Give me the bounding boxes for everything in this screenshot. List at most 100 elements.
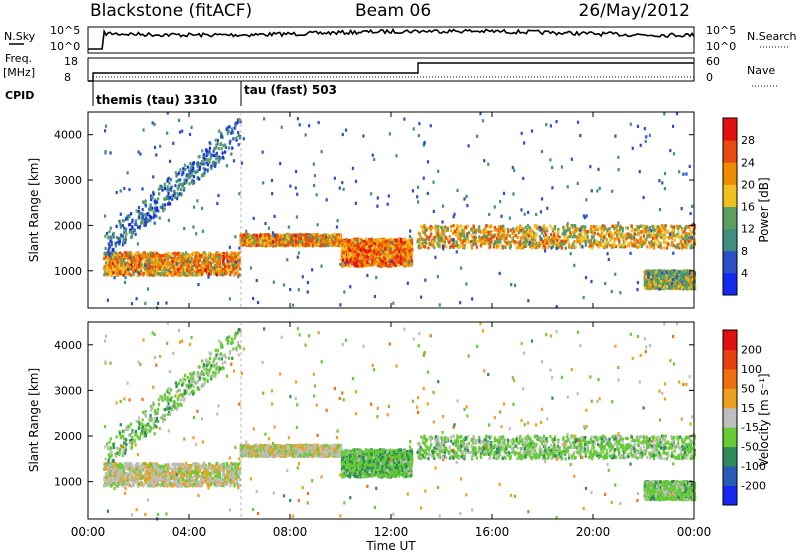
power-cell — [372, 249, 375, 253]
power-cell — [621, 229, 624, 233]
power-cell — [396, 246, 399, 250]
power-cell — [204, 259, 207, 263]
power-cell — [533, 224, 536, 228]
power-cell — [683, 240, 686, 244]
power-cell — [564, 229, 568, 233]
power-cell — [354, 262, 358, 266]
power-cell — [391, 238, 394, 242]
power-cell — [150, 267, 153, 271]
power-cell — [381, 262, 384, 266]
power-cell — [158, 272, 161, 276]
power-cell — [229, 252, 232, 257]
power-cell — [103, 251, 106, 255]
power-cell — [693, 225, 696, 230]
power-cell — [347, 251, 350, 255]
power-cell — [248, 235, 251, 240]
power-cell — [196, 265, 199, 269]
power-cell — [681, 237, 684, 241]
power-cell — [461, 241, 464, 246]
power-cell — [277, 243, 280, 247]
power-cell — [279, 238, 282, 242]
power-cell — [106, 268, 110, 272]
power-cell — [161, 271, 164, 275]
power-cell — [119, 271, 122, 276]
power-cell — [399, 237, 403, 241]
power-cell — [162, 273, 166, 277]
power-cell — [530, 246, 533, 250]
power-cell — [313, 232, 316, 237]
power-cell — [361, 249, 365, 254]
power-cell — [320, 236, 323, 240]
power-cell — [598, 240, 601, 245]
power-cell — [399, 258, 402, 263]
power-cell — [136, 252, 140, 256]
power-cell — [284, 240, 288, 244]
power-cell — [219, 270, 222, 274]
power-cell — [324, 240, 327, 244]
power-cell — [378, 240, 381, 244]
power-cell — [222, 257, 225, 261]
power-cell — [274, 235, 277, 240]
power-cell — [211, 268, 214, 272]
power-cell — [212, 259, 215, 263]
power-cell — [157, 263, 161, 267]
power-cell — [154, 261, 157, 265]
power-cell — [624, 239, 627, 243]
power-cell — [634, 242, 637, 246]
power-cell — [407, 251, 411, 256]
power-cell — [197, 257, 201, 261]
power-cell — [156, 268, 159, 272]
power-cell — [136, 270, 139, 274]
power-cell — [440, 232, 443, 236]
power-cell — [238, 273, 241, 277]
power-cell — [136, 259, 140, 263]
power-cell — [256, 243, 259, 248]
power-cell — [429, 235, 432, 239]
power-cell — [362, 248, 366, 252]
power-cell — [204, 268, 207, 273]
power-cell — [133, 270, 136, 274]
power-cell — [170, 256, 173, 260]
power-cell — [466, 224, 469, 228]
power-cell — [377, 247, 380, 252]
power-cell — [659, 230, 662, 234]
power-cell — [369, 248, 372, 252]
power-cell — [655, 235, 658, 240]
power-cell — [248, 243, 252, 247]
power-cell — [180, 256, 183, 260]
power-cell — [234, 255, 237, 259]
power-cell — [378, 257, 381, 261]
power-cell — [402, 253, 405, 257]
power-cell — [215, 258, 218, 262]
power-cell — [297, 239, 301, 244]
power-cell — [410, 259, 414, 263]
nave-tick-top: 60 — [706, 55, 720, 68]
power-cell — [355, 258, 358, 262]
power-cell — [688, 226, 691, 230]
power-cell — [394, 238, 397, 242]
power-cell — [602, 236, 606, 240]
power-cell — [452, 242, 455, 246]
power-cell — [634, 238, 637, 242]
power-cell — [177, 272, 180, 277]
power-cell — [622, 243, 625, 247]
power-cell — [523, 236, 527, 240]
power-cell — [389, 263, 392, 267]
power-cell — [224, 266, 227, 271]
power-cell — [113, 258, 116, 262]
power-cell — [225, 127, 228, 132]
power-cell — [361, 245, 364, 249]
power-cell — [208, 251, 211, 255]
power-cell — [201, 267, 205, 271]
power-cell — [479, 238, 482, 242]
power-cell — [229, 265, 232, 269]
power-cell — [108, 262, 111, 266]
power-cell — [437, 224, 440, 229]
power-cell — [409, 253, 412, 257]
power-cell — [584, 225, 587, 229]
power-cell — [179, 266, 182, 270]
power-cell — [514, 233, 517, 238]
power-cell — [191, 265, 194, 270]
power-cell — [423, 231, 426, 235]
power-cell — [268, 238, 271, 242]
